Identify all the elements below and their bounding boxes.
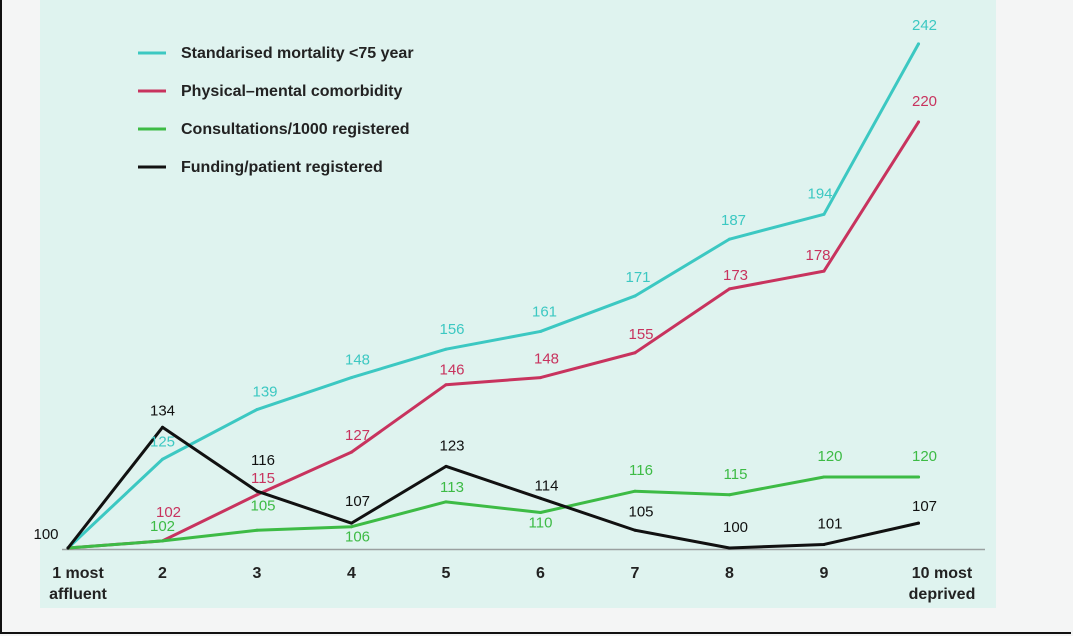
data-label-1-5: 148 bbox=[534, 351, 559, 368]
data-label-3-0: 100 bbox=[33, 526, 58, 543]
data-label-1-7: 173 bbox=[723, 267, 748, 284]
series-2-point-1 bbox=[161, 539, 164, 543]
series-0-point-1 bbox=[161, 457, 164, 461]
data-label-2-6: 116 bbox=[629, 462, 653, 479]
data-label-0-6: 171 bbox=[625, 269, 650, 286]
series-1-point-9 bbox=[917, 120, 920, 124]
x-tick-label-1: 2 bbox=[158, 565, 167, 582]
series-2-point-8 bbox=[822, 475, 826, 479]
series-line-3 bbox=[66, 425, 920, 550]
data-label-3-7: 100 bbox=[723, 519, 748, 536]
series-2-point-9 bbox=[917, 475, 920, 479]
x-tick-label-9: 10 most bbox=[912, 565, 973, 582]
series-3-point-7 bbox=[728, 546, 731, 550]
series-3-point-0 bbox=[66, 546, 70, 550]
series-3-point-5 bbox=[539, 496, 542, 500]
x-tick-label-2: 3 bbox=[253, 565, 262, 582]
series-0-point-3 bbox=[350, 376, 353, 380]
data-label-3-3: 107 bbox=[345, 493, 370, 510]
series-line-2 bbox=[66, 475, 920, 550]
data-label-2-9: 120 bbox=[912, 448, 937, 465]
data-label-3-9: 107 bbox=[912, 498, 937, 515]
data-label-0-7: 187 bbox=[721, 212, 746, 229]
series-0-point-4 bbox=[444, 347, 448, 351]
data-label-0-4: 156 bbox=[439, 321, 464, 338]
data-label-3-2: 116 bbox=[251, 452, 275, 469]
data-label-3-4: 123 bbox=[439, 437, 464, 454]
data-label-2-3: 106 bbox=[345, 529, 370, 546]
data-label-2-1: 102 bbox=[150, 518, 175, 535]
series-3-point-9 bbox=[917, 521, 920, 525]
series-3-point-4 bbox=[444, 464, 448, 468]
x-tick-label-0: affluent bbox=[49, 586, 107, 603]
series-0-point-5 bbox=[539, 329, 542, 333]
series-2-point-3 bbox=[350, 525, 353, 529]
x-tick-label-6: 7 bbox=[631, 565, 640, 582]
series-3-point-1 bbox=[161, 425, 164, 429]
data-label-0-2: 139 bbox=[252, 384, 277, 401]
series-1-point-7 bbox=[728, 287, 731, 291]
series-2-point-2 bbox=[255, 528, 259, 532]
chart-panel bbox=[40, 0, 996, 608]
data-label-3-8: 101 bbox=[817, 515, 842, 532]
data-label-2-4: 113 bbox=[440, 479, 464, 496]
series-1-point-5 bbox=[539, 376, 542, 380]
data-label-3-6: 105 bbox=[628, 503, 653, 520]
data-label-1-9: 220 bbox=[912, 93, 937, 110]
series-0-point-9 bbox=[917, 42, 920, 46]
x-tick-label-9: deprived bbox=[909, 586, 976, 603]
data-label-0-5: 161 bbox=[532, 303, 557, 320]
legend-label-0: Standarised mortality <75 year bbox=[181, 45, 414, 62]
series-1-point-4 bbox=[444, 383, 448, 387]
series-3-point-8 bbox=[822, 542, 826, 546]
data-label-0-8: 194 bbox=[807, 185, 832, 202]
x-tick-label-4: 5 bbox=[442, 565, 451, 582]
series-3-point-3 bbox=[350, 521, 353, 525]
series-0-point-6 bbox=[633, 294, 637, 298]
data-label-1-6: 155 bbox=[628, 326, 653, 343]
data-label-2-5: 110 bbox=[529, 515, 553, 532]
data-label-3-5: 114 bbox=[535, 477, 559, 494]
legend-label-3: Funding/patient registered bbox=[181, 159, 383, 176]
data-label-2-2: 105 bbox=[250, 497, 275, 514]
series-0-point-2 bbox=[255, 408, 259, 412]
legend-label-1: Physical–mental comorbidity bbox=[181, 83, 403, 100]
series-2-point-6 bbox=[633, 489, 637, 493]
data-label-2-7: 115 bbox=[724, 466, 748, 483]
series-1-point-2 bbox=[255, 493, 259, 497]
series-3-point-6 bbox=[633, 528, 637, 532]
series-line-1 bbox=[66, 120, 920, 550]
data-label-1-8: 178 bbox=[805, 247, 830, 264]
data-label-3-1: 134 bbox=[150, 402, 175, 419]
series-3-point-2 bbox=[255, 489, 259, 493]
series-1-point-3 bbox=[350, 450, 353, 454]
data-label-2-8: 120 bbox=[817, 448, 842, 465]
series-1-point-8 bbox=[822, 269, 826, 273]
data-label-1-1: 102 bbox=[156, 504, 181, 521]
series-0-point-8 bbox=[822, 212, 826, 216]
series-2-point-5 bbox=[539, 511, 542, 514]
data-label-1-3: 127 bbox=[345, 427, 370, 444]
x-tick-label-8: 9 bbox=[820, 565, 829, 582]
x-tick-label-5: 6 bbox=[536, 565, 545, 582]
x-tick-label-3: 4 bbox=[347, 565, 356, 582]
series-2-point-4 bbox=[444, 500, 448, 504]
series-0-point-7 bbox=[728, 237, 731, 241]
data-label-1-2: 115 bbox=[251, 470, 275, 487]
series-line-0 bbox=[66, 42, 920, 550]
x-tick-label-7: 8 bbox=[725, 565, 734, 582]
data-label-0-3: 148 bbox=[345, 352, 370, 369]
legend-label-2: Consultations/1000 registered bbox=[181, 121, 410, 138]
series-1-point-6 bbox=[633, 351, 637, 355]
series-2-point-7 bbox=[728, 493, 731, 497]
data-label-0-9: 242 bbox=[912, 17, 937, 34]
x-tick-label-0: 1 most bbox=[52, 565, 104, 582]
data-label-0-1: 125 bbox=[150, 433, 175, 450]
data-label-1-4: 146 bbox=[439, 362, 464, 379]
